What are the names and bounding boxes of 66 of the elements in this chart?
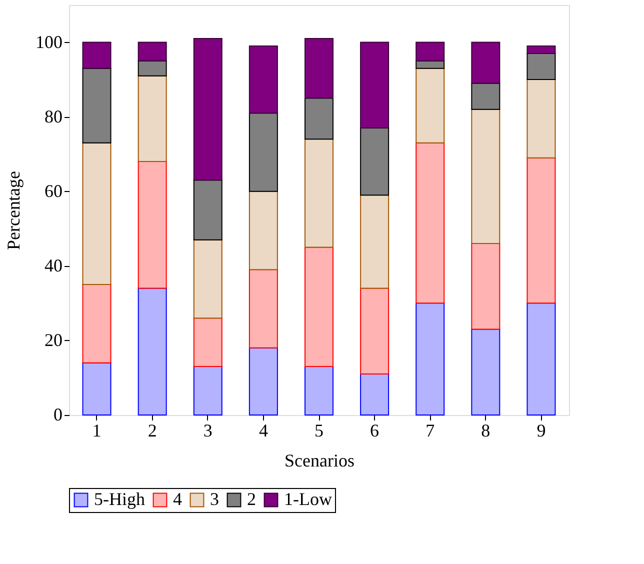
bar [82, 362, 112, 416]
bar [304, 366, 334, 416]
bar [360, 374, 390, 416]
bar [248, 112, 278, 192]
x-tick-label: 3 [203, 420, 212, 440]
bar [360, 194, 390, 289]
bar [526, 79, 556, 158]
bar [471, 243, 500, 330]
bar [304, 138, 334, 248]
bar [360, 288, 390, 374]
bar [471, 108, 500, 244]
bar [360, 128, 390, 196]
bar [416, 68, 445, 144]
bar [193, 180, 222, 240]
y-tick-label: 0 [54, 404, 62, 424]
legend-label: 4 [173, 489, 182, 509]
x-tick-label: 8 [481, 420, 490, 440]
bar [416, 302, 445, 416]
legend-label: 3 [210, 489, 219, 509]
bar [360, 42, 390, 128]
bar [304, 38, 334, 99]
x-tick-label: 4 [258, 420, 268, 440]
y-tick-label: 40 [44, 255, 62, 276]
bar [526, 302, 556, 416]
y-axis-title: Percentage [4, 171, 24, 250]
x-tick-label: 6 [370, 420, 380, 440]
bar [248, 347, 278, 416]
x-tick-label: 2 [148, 420, 157, 440]
bar [138, 161, 167, 289]
bar [526, 52, 556, 80]
bar [304, 98, 334, 140]
bar [416, 42, 445, 62]
bar [248, 269, 278, 348]
bar [526, 46, 556, 54]
bar [82, 142, 112, 286]
x-tick-label: 9 [536, 420, 546, 440]
legend-label: 2 [247, 489, 256, 509]
legend-label: 5-High [94, 489, 145, 509]
x-tick-label: 7 [426, 420, 435, 440]
bar [248, 190, 278, 270]
y-tick-label: 80 [44, 106, 62, 126]
y-tick-label: 20 [44, 330, 62, 350]
bar [304, 246, 334, 368]
bar [138, 42, 167, 62]
bar [526, 157, 556, 304]
bar [82, 42, 112, 69]
bar [138, 75, 167, 162]
bar [471, 42, 500, 84]
bar [193, 38, 222, 181]
bar [416, 142, 445, 304]
bar [193, 366, 222, 416]
y-tick-label: 60 [44, 180, 62, 201]
bar [193, 318, 222, 368]
bar [471, 328, 500, 416]
bar [138, 288, 167, 416]
y-tick-label: 100 [36, 32, 62, 52]
x-axis-title: Scenarios [284, 450, 354, 470]
x-tick-label: 5 [314, 420, 324, 440]
x-tick-label: 1 [92, 420, 102, 440]
bar [138, 60, 167, 76]
bar [82, 284, 112, 364]
bar [471, 82, 500, 110]
bar [82, 68, 112, 144]
bar [248, 46, 278, 114]
legend-label: 1-Low [284, 489, 332, 509]
bar [193, 239, 222, 319]
